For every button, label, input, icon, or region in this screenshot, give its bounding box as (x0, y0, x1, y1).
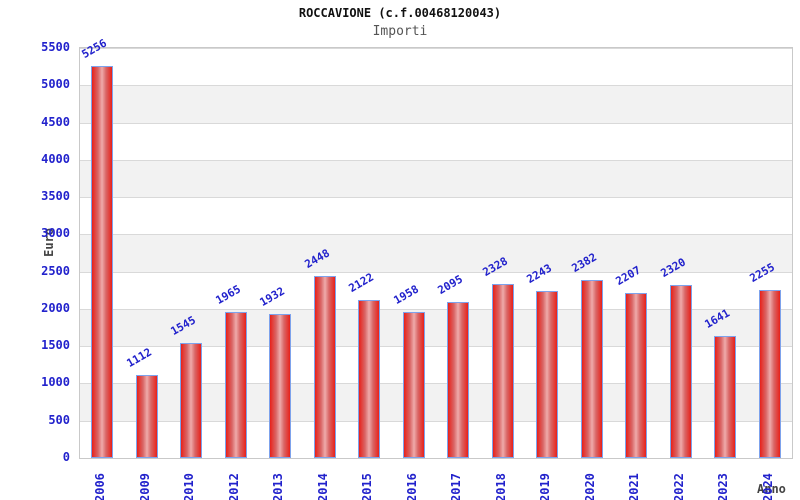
gridline (80, 420, 792, 422)
bar-2015 (358, 300, 380, 458)
chart-subtitle: Importi (372, 24, 428, 39)
bar-2017 (447, 302, 469, 458)
gridline (80, 159, 792, 161)
x-tick-label: 2009 (138, 473, 152, 500)
gridline (80, 234, 792, 236)
x-tick-label: 2016 (405, 473, 419, 500)
chart-title: ROCCAVIONE (c.f.00468120043) (298, 6, 502, 20)
y-tick-label: 4500 (41, 114, 70, 129)
plot-area: 5256 1112 1545 1965 1932 2448 2122 1958 2095 2328… (79, 36, 793, 459)
y-tick-label: 5500 (41, 40, 70, 54)
gridline (80, 346, 792, 348)
gridline (80, 85, 792, 87)
gridline (80, 271, 792, 273)
x-tick-label: 2022 (672, 473, 686, 500)
grid-band (80, 159, 792, 198)
gridline (80, 383, 792, 385)
bar-value-label: 1112 (124, 345, 154, 370)
y-tick-label: 5000 (41, 77, 70, 92)
bar-2016 (403, 312, 425, 458)
y-tick-label: 2500 (41, 263, 70, 278)
bar-2018 (492, 284, 514, 458)
bar-2009 (136, 375, 158, 458)
y-tick-label: 500 (48, 412, 70, 427)
bar-2010 (180, 343, 202, 458)
y-tick-label: 1000 (41, 375, 70, 390)
bar-2021 (625, 293, 647, 458)
x-tick-label: 2010 (182, 473, 196, 500)
y-tick-label: 4000 (41, 151, 70, 166)
bar-2012 (225, 312, 247, 458)
bar-2020 (581, 280, 603, 458)
bar-2022 (670, 285, 692, 458)
x-tick-label: 2019 (538, 473, 552, 500)
x-tick-label: 2020 (583, 473, 597, 500)
grid-band (80, 234, 792, 272)
y-tick-label: 3000 (41, 226, 70, 241)
y-tick-label: 1500 (41, 338, 70, 353)
x-tick-label: 2006 (93, 473, 107, 500)
x-tick-label: 2015 (360, 473, 374, 500)
bar-value-label: 1958 (391, 282, 421, 307)
bar-2014 (314, 276, 336, 458)
x-tick-label: 2013 (271, 473, 285, 500)
bar-2019 (536, 291, 558, 458)
x-tick-label: 2023 (716, 473, 730, 500)
bar-2024 (759, 290, 781, 458)
bar-value-label: 2095 (435, 272, 465, 297)
y-tick-label: 0 (62, 450, 70, 464)
gridline (80, 122, 792, 124)
bar-2013 (269, 314, 291, 458)
gridline (80, 197, 792, 199)
bar-2023 (714, 336, 736, 458)
bar-value-label: 1932 (257, 284, 287, 309)
gridline (80, 48, 792, 49)
bar-value-label: 5256 (79, 36, 109, 61)
grid-band (80, 85, 792, 123)
x-tick-label: 2021 (627, 473, 641, 500)
x-tick-label: 2018 (494, 473, 508, 500)
bar-2006 (91, 66, 113, 458)
y-tick-label: 2000 (41, 300, 70, 315)
bar-value-label: 1965 (213, 282, 243, 307)
x-tick-label: 2012 (227, 473, 241, 500)
x-tick-label: 2014 (316, 473, 330, 500)
x-tick-label: 2017 (449, 473, 463, 500)
y-tick-label: 3500 (41, 189, 70, 204)
x-axis-title: Anno (757, 482, 786, 496)
bar-value-label: 2122 (346, 270, 376, 295)
x-tick-label: 2024 (761, 473, 775, 500)
gridline (80, 308, 792, 310)
